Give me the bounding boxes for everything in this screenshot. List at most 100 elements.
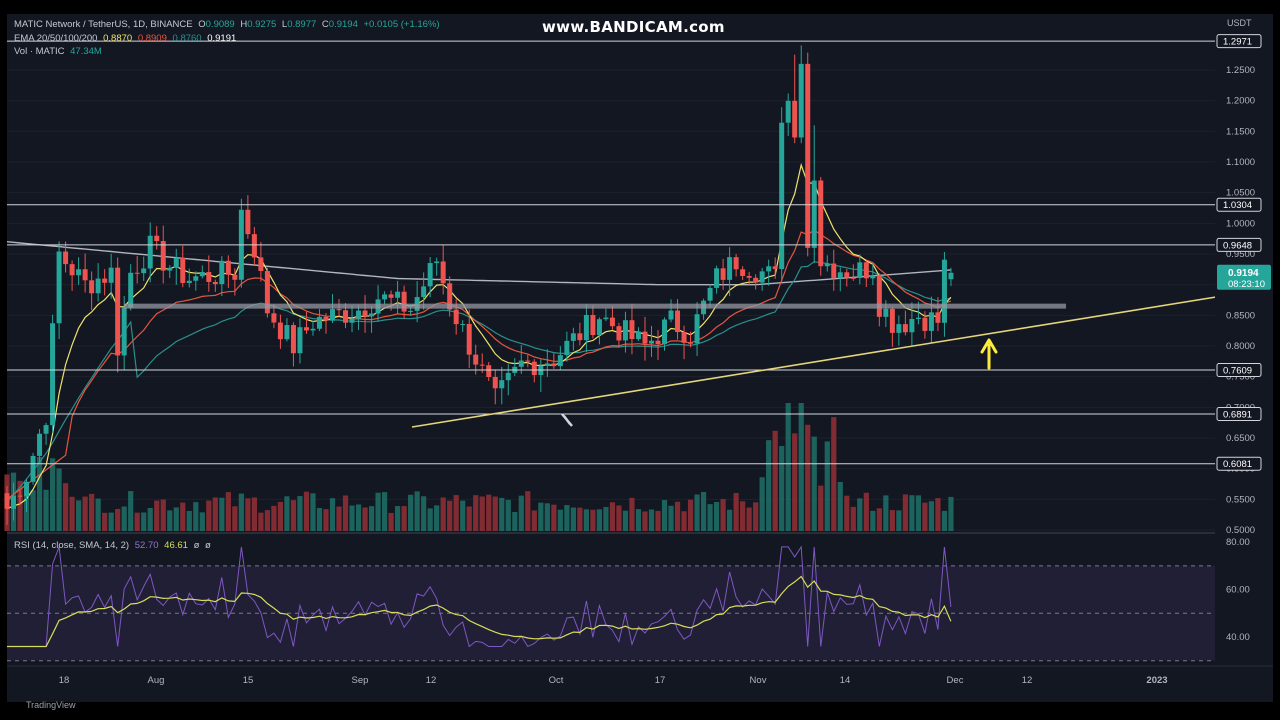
level-badge: [1216, 456, 1262, 471]
volume-bar: [167, 510, 173, 531]
volume-bar: [629, 497, 635, 531]
price-tick-label: 0.8500: [1226, 310, 1255, 321]
volume-bar: [889, 510, 895, 531]
candle-body: [648, 340, 654, 344]
volume-bar: [635, 509, 642, 531]
candle-body: [740, 269, 746, 276]
candle-body: [714, 268, 720, 288]
candle-body: [863, 262, 869, 279]
candle-body: [707, 287, 713, 301]
change-value: +0.0105 (+1.16%): [363, 19, 440, 30]
price-tick-label: 1.2000: [1226, 96, 1255, 107]
candle-body: [889, 308, 895, 333]
high-label: H: [240, 19, 248, 30]
chart-background: [7, 14, 1273, 702]
volume-bar: [245, 498, 251, 531]
time-tick-label: 17: [655, 675, 666, 686]
volume-bar: [870, 510, 876, 531]
volume-bar: [642, 511, 648, 531]
candle-body: [759, 271, 765, 283]
volume-bar: [316, 507, 323, 531]
price-tick-label: 1.1000: [1226, 157, 1255, 168]
candle-body: [453, 309, 459, 325]
volume-bar: [544, 503, 550, 531]
candle-body: [551, 363, 557, 367]
rsi-tick-label: 40.00: [1226, 632, 1250, 643]
candle-body: [401, 291, 407, 312]
candle-body: [785, 100, 791, 123]
candle-body: [492, 376, 498, 389]
volume-bar: [76, 500, 82, 531]
candle-body: [824, 263, 830, 267]
volume-bar: [733, 492, 739, 531]
candle-body: [525, 360, 531, 362]
volume-bar: [727, 509, 733, 531]
volume-bar: [896, 510, 902, 531]
candle-body: [56, 251, 62, 324]
candle-body: [160, 241, 166, 271]
volume-bar: [583, 509, 589, 531]
symbol-title: MATIC Network / TetherUS, 1D, BINANCE: [14, 19, 193, 30]
candle-body: [733, 257, 739, 270]
volume-bar: [518, 495, 524, 531]
pencil-cursor-icon: [561, 413, 573, 427]
current-price-label: 0.9194: [1228, 268, 1259, 279]
candle-body: [43, 425, 49, 434]
candle-body: [570, 333, 576, 341]
volume-bar: [453, 495, 459, 531]
volume-bar: [30, 490, 36, 531]
time-tick-label: 2023: [1146, 675, 1167, 686]
volume-bar: [108, 512, 114, 531]
low-value: 0.8977: [287, 19, 317, 30]
candle-body: [212, 281, 218, 285]
volume-bar: [909, 495, 915, 531]
candle-body: [303, 327, 309, 331]
ema-legend[interactable]: EMA 20/50/100/200 0.8870 0.8909 0.8760 0…: [14, 33, 239, 44]
level-badge: [1216, 34, 1262, 49]
candle-body: [82, 269, 88, 281]
candle-body: [336, 309, 342, 311]
volume-bar: [388, 512, 394, 531]
volume-bar: [290, 500, 297, 531]
time-tick-label: 18: [59, 675, 70, 686]
volume-bar: [805, 424, 811, 531]
level-badge-label: 0.9648: [1223, 240, 1252, 251]
volume-bar: [95, 498, 101, 531]
candle-body: [232, 274, 238, 280]
level-badge-label: 1.2971: [1223, 37, 1252, 48]
candle-body: [844, 272, 850, 278]
volume-bar: [596, 509, 603, 531]
candle-body: [688, 342, 694, 344]
close-label: C: [321, 19, 329, 30]
volume-bar: [154, 500, 160, 531]
volume-bar: [902, 494, 908, 531]
volume-legend[interactable]: Vol · MATIC 47.34M: [14, 46, 105, 57]
candle-body: [622, 320, 628, 341]
open-label: O: [198, 19, 206, 30]
volume-bar: [687, 499, 694, 531]
candle-body: [290, 325, 296, 354]
volume-bar: [883, 495, 889, 531]
volume-bar: [225, 492, 231, 531]
volume-bar: [297, 496, 303, 531]
candle-body: [141, 268, 147, 274]
candle-body: [219, 260, 225, 285]
candle-body: [167, 267, 173, 271]
level-badge: [1216, 237, 1262, 252]
rsi-value: 52.70: [134, 540, 159, 551]
volume-bar: [499, 497, 505, 531]
level-badge: [1216, 407, 1262, 422]
candle-body: [271, 313, 277, 323]
candle-body: [473, 354, 479, 365]
rsi-legend[interactable]: RSI (14, close, SMA, 14, 2) 52.70 46.61 …: [14, 540, 214, 551]
candle-body: [173, 257, 179, 268]
time-tick-label: 12: [1022, 675, 1033, 686]
volume-bar: [857, 498, 863, 531]
candle-body: [694, 314, 700, 344]
candle-body: [102, 278, 108, 283]
candle-body: [928, 312, 934, 331]
rsi-pane: [7, 532, 1273, 662]
price-tick-label: 0.9500: [1226, 249, 1255, 260]
candle-body: [629, 320, 635, 340]
